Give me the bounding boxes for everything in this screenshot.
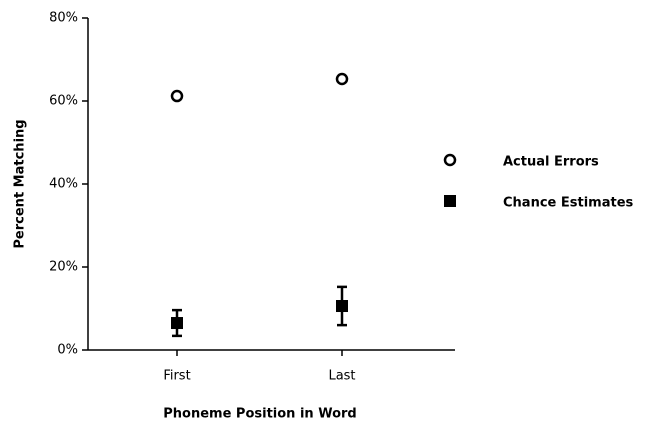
legend-label: Chance Estimates: [503, 196, 634, 211]
y-tick-label: 80%: [49, 11, 78, 26]
x-tick-label: Last: [328, 369, 355, 384]
legend-marker: [443, 153, 457, 167]
y-tick-label: 60%: [49, 94, 78, 109]
y-tick-label: 40%: [49, 177, 78, 192]
x-axis-label: Phoneme Position in Word: [163, 407, 356, 422]
point: [335, 72, 349, 86]
legend-marker: [444, 195, 456, 207]
y-axis-label: Percent Matching: [13, 119, 28, 248]
point: [171, 317, 183, 330]
x-tick-label: First: [163, 369, 190, 384]
point: [336, 300, 348, 313]
legend-label: Actual Errors: [503, 155, 599, 170]
point: [170, 89, 184, 103]
y-tick-label: 20%: [49, 260, 78, 275]
y-tick-label: 0%: [57, 343, 78, 358]
